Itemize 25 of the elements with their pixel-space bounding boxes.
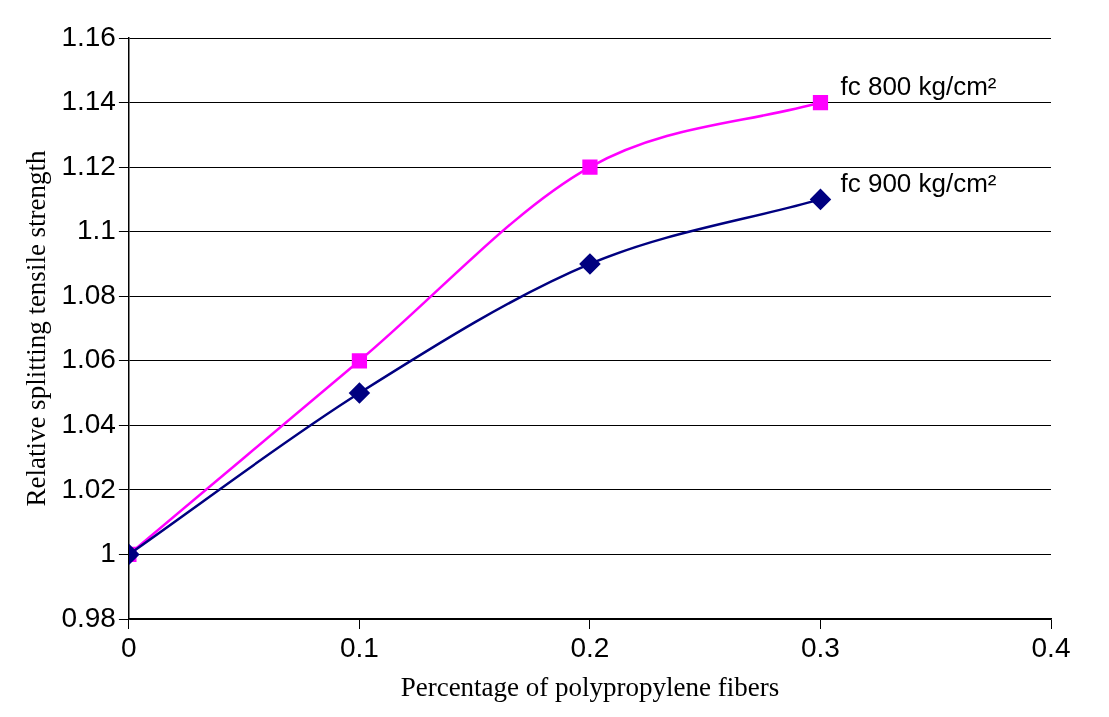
y-tick-label: 1.04 [61, 408, 116, 440]
point [812, 94, 829, 111]
y-tick-label: 0.98 [61, 601, 116, 633]
y-tick-label: 1.12 [61, 149, 116, 181]
y-tick-label: 1.08 [61, 278, 116, 310]
series-label: fc 800 kg/cm² [840, 70, 997, 101]
y-tick-label: 1.02 [61, 472, 116, 504]
y-tick-label: 1.16 [61, 20, 116, 52]
point [349, 382, 370, 404]
y-tick-label: 1.14 [61, 85, 116, 117]
series-label: fc 900 kg/cm² [840, 167, 997, 198]
point [582, 159, 598, 175]
x-axis-title: Percentage of polypropylene fibers [400, 671, 780, 702]
y-tick-label: 1 [100, 537, 116, 569]
x-tick-label: 0.4 [1031, 631, 1071, 663]
x-tick-label: 0 [121, 631, 137, 663]
x-tick-label: 0.3 [801, 631, 840, 663]
x-tick-label: 0.2 [570, 631, 610, 663]
point [579, 253, 601, 275]
point [810, 189, 831, 210]
y-axis-title: Relative splitting tensile strength [21, 149, 52, 507]
y-tick-label: 1.1 [76, 214, 116, 246]
x-tick-label: 0.1 [339, 631, 379, 663]
point [351, 353, 368, 369]
y-tick-label: 1.06 [61, 343, 116, 375]
